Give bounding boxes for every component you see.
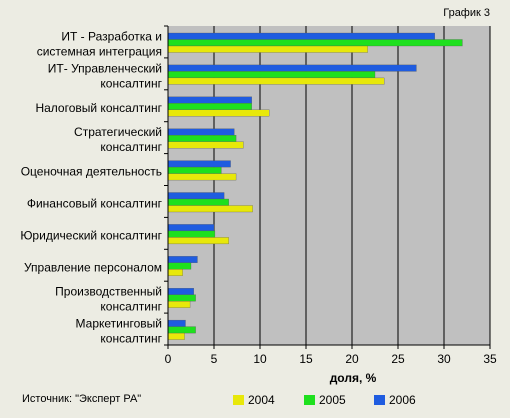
x-tick-label: 20: [345, 352, 359, 366]
category-label: Управление персоналом: [24, 260, 162, 274]
bar-2005: [167, 198, 229, 206]
legend-swatch-2005: [304, 395, 315, 405]
x-axis-title: доля, %: [330, 371, 377, 385]
chart-number: График 3: [443, 7, 490, 19]
bar-2005: [167, 71, 376, 79]
bar-2004: [167, 77, 385, 85]
bar-2004: [167, 237, 229, 245]
legend-label-2005: 2005: [319, 393, 346, 407]
category-label: ИТ - Разработка и: [61, 29, 162, 43]
bar-2005: [167, 166, 222, 174]
category-label: Налоговый консалтинг: [35, 101, 162, 115]
category-label: ИТ- Управленческий: [48, 61, 162, 75]
bar-2004: [167, 205, 253, 213]
bar-2005: [167, 294, 196, 302]
bar-2005: [167, 230, 216, 238]
bars: [167, 32, 463, 340]
axes: [164, 25, 491, 349]
category-label: консалтинг: [100, 140, 162, 154]
source-note: Источник: "Эксперт РА": [22, 393, 141, 405]
category-label: Стратегический: [74, 125, 162, 139]
bar-2006: [167, 96, 252, 104]
category-label: системная интеграция: [37, 44, 162, 58]
category-label: Маркетинговый: [76, 317, 162, 331]
category-label: Финансовый консалтинг: [27, 196, 163, 210]
bar-2005: [167, 326, 196, 334]
category-label: Юридический консалтинг: [20, 228, 162, 242]
x-tick-label: 5: [211, 352, 218, 366]
bar-2006: [167, 256, 198, 263]
bar-2004: [167, 45, 368, 53]
bar-2006: [167, 288, 194, 295]
x-tick-labels: 0 5 10 15 20 25 30 35: [165, 352, 497, 366]
x-tick-label: 35: [483, 352, 497, 366]
bar-2004: [167, 332, 185, 340]
bar-2006: [167, 32, 435, 40]
bar-2004: [167, 301, 191, 308]
bar-2005: [167, 135, 237, 142]
legend-label-2004: 2004: [248, 393, 275, 407]
legend-swatch-2004: [233, 395, 244, 405]
category-label: Производственный: [55, 285, 162, 299]
category-label: консалтинг: [100, 300, 162, 314]
bar-2006: [167, 64, 417, 72]
x-tick-label: 10: [253, 352, 267, 366]
bar-2004: [167, 173, 237, 181]
category-label: Оценочная деятельность: [21, 165, 162, 179]
x-tick-label: 30: [437, 352, 451, 366]
bar-2005: [167, 262, 192, 270]
bar-2006: [167, 192, 225, 200]
legend-label-2006: 2006: [389, 393, 416, 407]
bar-2004: [167, 141, 244, 149]
bar-2004: [167, 269, 183, 276]
bar-2004: [167, 109, 270, 117]
legend: 2004 2005 2006: [233, 393, 416, 407]
x-tick-label: 0: [165, 352, 172, 366]
bar-2006: [167, 160, 231, 168]
x-tick-label: 15: [299, 352, 313, 366]
x-tick-label: 25: [391, 352, 405, 366]
bar-2005: [167, 39, 463, 47]
bar-2006: [167, 128, 235, 136]
legend-swatch-2006: [374, 395, 385, 405]
bar-2005: [167, 103, 252, 110]
category-label: консалтинг: [100, 76, 162, 90]
bar-2006: [167, 319, 186, 327]
bar-2006: [167, 224, 215, 232]
category-label: консалтинг: [100, 332, 162, 346]
